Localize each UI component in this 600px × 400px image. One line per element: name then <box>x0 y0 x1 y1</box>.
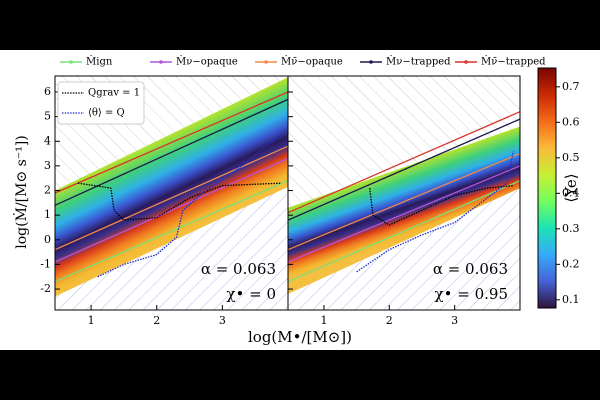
rate-line <box>55 91 288 194</box>
x-tick-label: 3 <box>451 314 458 327</box>
y-tick-label: 5 <box>44 110 51 123</box>
rate-line <box>55 98 288 206</box>
y-tick-label: 2 <box>44 184 51 197</box>
annotation: α = 0.063 <box>201 260 276 278</box>
x-tick-label: 1 <box>320 314 327 327</box>
hatch-lower <box>288 188 520 310</box>
legend-label: Ṁν̄−trapped <box>481 56 546 68</box>
y-tick-label: 1 <box>44 208 51 221</box>
legend-label: Ṁν̄−opaque <box>281 56 343 68</box>
colorbar-label: ⟨Ye⟩ <box>562 173 580 202</box>
y-tick-label: 0 <box>44 233 51 246</box>
panel <box>55 76 288 310</box>
rate-line <box>288 152 520 251</box>
y-label: log(Ṁ/[M⊙ s⁻¹]) <box>12 135 30 248</box>
panel <box>288 76 520 310</box>
annotation: α = 0.063 <box>433 260 508 278</box>
x-tick-label: 1 <box>88 314 95 327</box>
colorbar-tick-label: 0.2 <box>562 257 580 270</box>
rate-line <box>288 111 520 214</box>
color-band <box>55 77 288 297</box>
contour-curve <box>369 184 514 226</box>
annotation: χ• = 0 <box>226 285 276 303</box>
y-tick-label: 6 <box>44 85 51 98</box>
legend-marker <box>264 60 268 64</box>
legend-marker <box>159 60 163 64</box>
rate-line <box>288 180 520 283</box>
colorbar-tick-label: 0.1 <box>562 293 580 306</box>
colorbar <box>537 67 557 309</box>
y-tick-label: -2 <box>40 282 51 295</box>
legend-marker <box>369 60 373 64</box>
x-tick-label: 2 <box>386 314 393 327</box>
contour-curve <box>97 133 282 278</box>
legend-label: Qgrav = 1 <box>88 88 140 99</box>
hatch-lower <box>55 186 288 310</box>
y-tick-label: 4 <box>44 134 51 147</box>
y-tick-label: 3 <box>44 159 51 172</box>
legend-label: Ṁν−opaque <box>176 56 238 68</box>
rate-line <box>288 118 520 221</box>
color-band <box>288 126 520 294</box>
rate-line <box>55 145 288 251</box>
rate-line <box>288 165 520 263</box>
x-tick-label: 3 <box>219 314 226 327</box>
legend-marker <box>69 60 73 64</box>
legend-marker <box>464 60 468 64</box>
legend-label: Ṁν−trapped <box>386 56 451 68</box>
y-tick-label: -1 <box>40 257 51 270</box>
rate-line <box>55 157 288 263</box>
colorbar-tick-label: 0.6 <box>562 115 580 128</box>
colorbar-tick-label: 0.5 <box>562 151 580 164</box>
rate-line <box>55 180 288 283</box>
x-label: log(M•/[M⊙]) <box>248 328 352 346</box>
panel-frame <box>287 75 521 311</box>
colorbar-tick-label: 0.3 <box>562 222 580 235</box>
x-tick-label: 2 <box>153 314 160 327</box>
legend-label: Ṁign <box>86 56 113 68</box>
colorbar-tick-label: 0.4 <box>562 186 580 199</box>
annotation: χ• = 0.95 <box>435 285 508 303</box>
colorbar-tick-label: 0.7 <box>562 80 580 93</box>
legend-label: ⟨θ⟩ = Q <box>88 108 125 119</box>
contour-curve <box>356 150 515 273</box>
